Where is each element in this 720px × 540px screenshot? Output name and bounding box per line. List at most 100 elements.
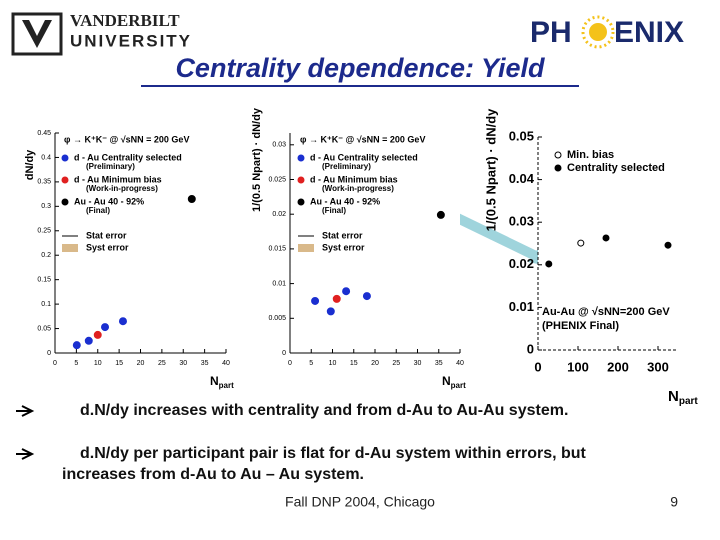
x-axis-label-main: N xyxy=(668,388,679,405)
data-point xyxy=(187,195,196,203)
y-tick-label: 0.05 xyxy=(37,325,51,332)
legend-note: (Final) xyxy=(86,206,110,215)
bullets: d.N/dy increases with centrality and fro… xyxy=(16,402,587,483)
legend-syst-box xyxy=(298,244,314,252)
legend-note: (Preliminary) xyxy=(322,162,371,171)
x-tick-label: 35 xyxy=(201,360,209,367)
plot-area xyxy=(55,133,226,353)
x-tick-label: 300 xyxy=(647,359,669,374)
logo-text: UNIVERSITY xyxy=(70,31,192,50)
y-tick-label: 0.05 xyxy=(509,128,534,143)
y-tick-label: 0.3 xyxy=(41,203,51,210)
legend-marker xyxy=(297,154,305,162)
logo-shield xyxy=(22,20,52,48)
legend-syst-box xyxy=(62,244,78,252)
connector-arrow xyxy=(442,207,543,263)
legend-label: Centrality selected xyxy=(567,162,665,174)
x-tick-label: 10 xyxy=(94,360,102,367)
annotation: Au-Au @ √sNN=200 GeV xyxy=(542,306,670,318)
y-tick-label: 0.25 xyxy=(37,228,51,235)
data-point xyxy=(93,330,102,339)
y-tick-label: 0.2 xyxy=(41,252,51,259)
legend-note: (Final) xyxy=(322,206,346,215)
plot-area xyxy=(290,133,460,353)
legend-label: Au - Au 40 - 92% xyxy=(74,196,144,206)
x-axis-label-sub: part xyxy=(679,396,699,407)
data-point xyxy=(602,234,610,242)
x-tick-label: 200 xyxy=(607,359,629,374)
logo-frame xyxy=(11,12,63,56)
data-point xyxy=(311,296,320,305)
annotation: (PHENIX Final) xyxy=(542,320,619,332)
chart: 0 0.005 0.01 0.015 0.02 0.025 0.03 0 5 10 15 20 25 30… xyxy=(251,107,466,390)
data-point xyxy=(436,210,445,219)
plot-area xyxy=(538,137,678,350)
legend-marker xyxy=(554,151,562,159)
y-tick-label: 0.4 xyxy=(41,154,51,161)
x-tick-label: 25 xyxy=(158,360,166,367)
legend-label: d - Au Centrality selected xyxy=(310,152,418,162)
y-tick-label: 0.01 xyxy=(509,299,534,314)
y-tick-label: 0.03 xyxy=(272,142,286,149)
y-axis-label: dN/dy xyxy=(24,149,36,180)
legend-label: d - Au Minimum bias xyxy=(74,174,162,184)
x-tick-label: 15 xyxy=(350,360,358,367)
data-point xyxy=(332,294,341,303)
x-tick-label: 20 xyxy=(137,360,145,367)
x-tick-label: 35 xyxy=(435,360,443,367)
footer-text: Fall DNP 2004, Chicago xyxy=(285,494,435,510)
annotation: φ → K⁺K⁻ @ √sNN = 200 GeV xyxy=(64,134,189,144)
data-point xyxy=(545,260,553,268)
data-point xyxy=(101,323,110,332)
y-tick-label: 0.35 xyxy=(37,179,51,186)
page-number: 9 xyxy=(670,494,678,510)
phenix-logo: PH ENIX xyxy=(530,15,684,49)
legend-marker xyxy=(297,176,305,184)
legend-label: Stat error xyxy=(86,230,127,240)
y-tick-label: 0 xyxy=(527,341,534,356)
x-tick-label: 40 xyxy=(456,360,464,367)
legend-marker xyxy=(554,164,562,172)
x-axis-label-main: N xyxy=(442,374,451,388)
bullet-arrow xyxy=(16,448,35,460)
y-tick-label: 0 xyxy=(282,350,286,357)
x-tick-label: 40 xyxy=(222,360,230,367)
y-tick-label: 0.03 xyxy=(509,214,534,229)
legend-note: (Work-in-progress) xyxy=(322,184,394,193)
data-point xyxy=(577,239,585,247)
y-axis-label: 1/(0.5 Npart) · dN/dy xyxy=(483,108,498,232)
legend-label: d - Au Centrality selected xyxy=(74,152,182,162)
legend-marker xyxy=(61,176,69,184)
legend-label: Syst error xyxy=(322,242,365,252)
y-tick-label: 0.02 xyxy=(509,256,534,271)
logo-text: ENIX xyxy=(614,16,684,49)
vanderbilt-logo: VANDERBILT UNIVERSITY xyxy=(11,11,192,56)
y-tick-label: 0.025 xyxy=(268,176,286,183)
y-tick-label: 0.15 xyxy=(37,277,51,284)
data-point xyxy=(72,341,81,350)
logo-sun xyxy=(589,23,607,41)
y-tick-label: 0.02 xyxy=(272,211,286,218)
data-point xyxy=(118,317,127,326)
legend-label: d - Au Minimum bias xyxy=(310,174,398,184)
bullet-arrow xyxy=(16,405,35,417)
x-axis-label: Npart xyxy=(668,388,698,407)
x-tick-label: 0 xyxy=(288,360,292,367)
x-tick-label: 20 xyxy=(371,360,379,367)
slide-title: Centrality dependence: Yield xyxy=(175,53,545,83)
x-axis-label-main: N xyxy=(210,374,219,388)
legend-note: (Work-in-progress) xyxy=(86,184,158,193)
x-tick-label: 100 xyxy=(567,359,589,374)
legend-marker xyxy=(61,198,69,206)
x-tick-label: 5 xyxy=(309,360,313,367)
y-tick-label: 0.005 xyxy=(268,315,286,322)
legend-label: Syst error xyxy=(86,242,129,252)
logo-rays xyxy=(581,15,615,49)
y-tick-label: 0.015 xyxy=(268,246,286,253)
data-point xyxy=(664,241,672,249)
x-axis-label-sub: part xyxy=(451,381,466,390)
data-point xyxy=(362,292,371,301)
x-axis-label: Npart xyxy=(210,374,234,390)
y-tick-label: 0 xyxy=(47,350,51,357)
